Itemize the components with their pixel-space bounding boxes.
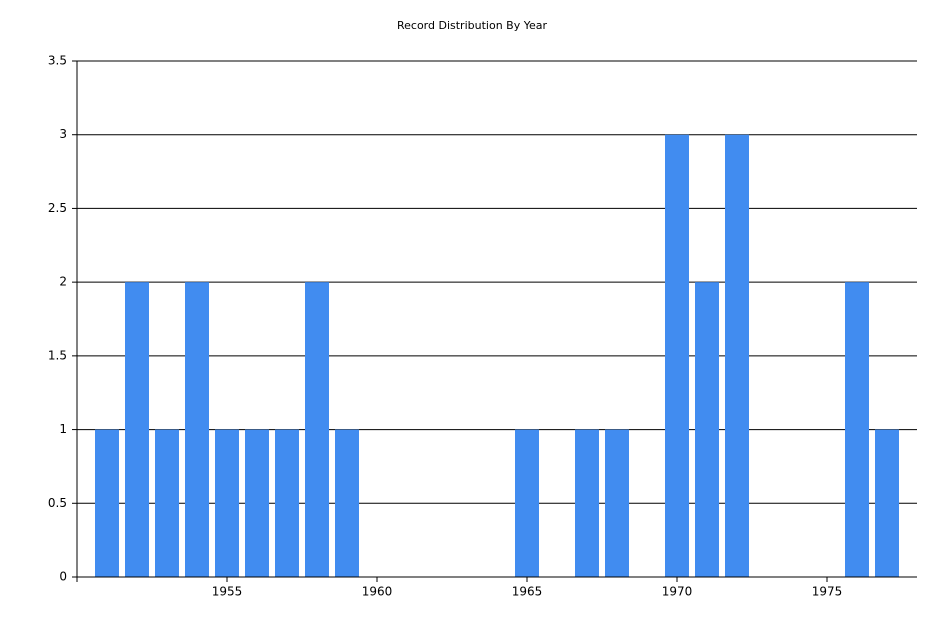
x-tick-label: 1955 xyxy=(212,585,243,599)
bar xyxy=(725,134,749,577)
bar xyxy=(665,134,689,577)
y-tick-label: 0 xyxy=(59,570,67,584)
x-tick-label: 1965 xyxy=(512,585,543,599)
y-tick-label: 1.5 xyxy=(48,348,67,362)
x-tick-label: 1970 xyxy=(662,585,693,599)
y-tick-label: 0.5 xyxy=(48,496,67,510)
y-tick-label: 1 xyxy=(59,422,67,436)
bar xyxy=(95,429,119,577)
bar xyxy=(575,429,599,577)
x-tick-label: 1975 xyxy=(812,585,843,599)
y-tick-label: 3.5 xyxy=(48,54,67,68)
chart-title: Record Distribution By Year xyxy=(397,19,547,32)
bar xyxy=(125,282,149,577)
bar xyxy=(275,429,299,577)
bar xyxy=(155,429,179,577)
bar xyxy=(695,282,719,577)
bar xyxy=(605,429,629,577)
y-tick-label: 3 xyxy=(59,127,67,141)
bar xyxy=(845,282,869,577)
bar xyxy=(185,282,209,577)
bar xyxy=(875,429,899,577)
x-tick-label: 1960 xyxy=(362,585,393,599)
bar xyxy=(335,429,359,577)
y-tick-label: 2.5 xyxy=(48,201,67,215)
bar xyxy=(515,429,539,577)
bar xyxy=(245,429,269,577)
bar xyxy=(215,429,239,577)
bar xyxy=(305,282,329,577)
y-tick-label: 2 xyxy=(59,275,67,289)
